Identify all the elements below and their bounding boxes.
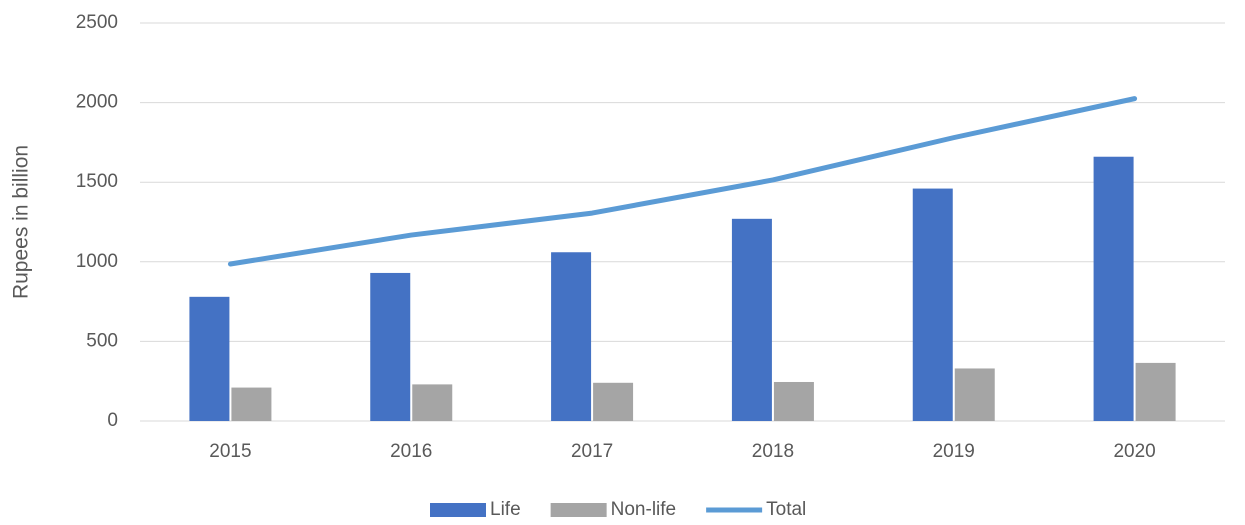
line xyxy=(227,96,1138,267)
legend-label: Life xyxy=(490,499,521,520)
x-tick-label: 2019 xyxy=(933,441,975,462)
y-tick-label: 2000 xyxy=(76,92,118,113)
bar xyxy=(370,272,411,421)
y-axis-label: Rupees in billion xyxy=(10,145,33,299)
bar xyxy=(912,188,953,421)
legend-swatch xyxy=(430,503,486,517)
bar xyxy=(412,384,453,421)
legend-swatch xyxy=(550,503,607,517)
x-tick-label: 2020 xyxy=(1113,441,1155,462)
bar xyxy=(731,218,772,421)
legend-label: Total xyxy=(766,499,806,520)
y-tick-label: 0 xyxy=(107,410,118,431)
legend-label: Non-life xyxy=(611,499,676,520)
bar xyxy=(954,368,995,421)
bar xyxy=(551,252,592,421)
bar xyxy=(231,387,272,421)
bar xyxy=(1135,362,1176,421)
x-tick-label: 2017 xyxy=(571,441,613,462)
x-tick-label: 2015 xyxy=(209,441,251,462)
bar xyxy=(189,296,230,421)
y-tick-label: 1000 xyxy=(76,251,118,272)
bar xyxy=(593,382,634,421)
y-tick-label: 500 xyxy=(86,330,118,351)
y-tick-label: 2500 xyxy=(76,12,118,33)
bar xyxy=(773,381,814,421)
bar xyxy=(1093,156,1134,421)
y-tick-label: 1500 xyxy=(76,171,118,192)
x-tick-label: 2018 xyxy=(752,441,794,462)
x-tick-label: 2016 xyxy=(390,441,432,462)
